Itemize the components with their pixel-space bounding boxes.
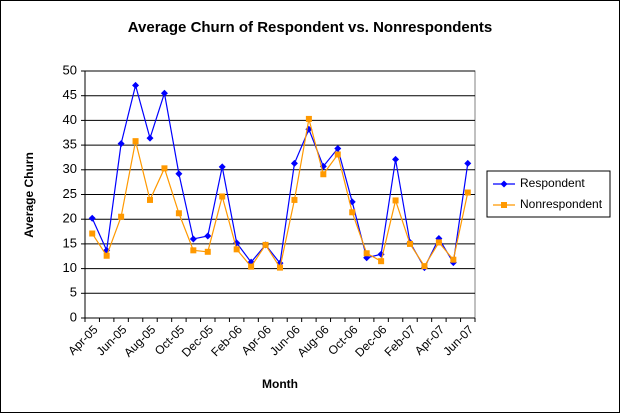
data-point xyxy=(118,213,125,220)
data-point xyxy=(290,159,298,167)
y-tick-label: 30 xyxy=(63,161,77,176)
data-point xyxy=(291,196,298,203)
y-tick-label: 5 xyxy=(70,285,77,300)
legend-box xyxy=(486,170,611,218)
data-point xyxy=(421,263,428,270)
data-point xyxy=(334,145,342,153)
y-tick-label: 45 xyxy=(63,87,77,102)
y-tick-label: 0 xyxy=(70,309,77,324)
y-axis-label: Average Churn xyxy=(22,152,36,238)
x-axis-label: Month xyxy=(262,377,298,391)
data-point xyxy=(392,197,399,204)
data-point xyxy=(248,263,255,270)
data-point xyxy=(160,89,168,97)
data-point xyxy=(407,240,413,247)
y-tick-label: 25 xyxy=(63,186,77,201)
data-point xyxy=(378,258,385,265)
data-point xyxy=(450,256,457,263)
data-point xyxy=(146,134,154,142)
data-point xyxy=(349,209,356,216)
legend-label: Respondent xyxy=(520,176,585,190)
data-point xyxy=(89,230,96,237)
y-tick-label: 15 xyxy=(63,235,77,250)
data-point xyxy=(175,210,182,217)
y-tick-label: 20 xyxy=(63,211,77,226)
data-point xyxy=(189,235,197,243)
y-tick-label: 10 xyxy=(63,260,77,275)
data-point xyxy=(161,165,168,172)
data-point xyxy=(392,155,400,163)
data-point xyxy=(132,81,140,89)
data-point xyxy=(219,193,226,200)
data-point xyxy=(117,140,125,148)
chart-title: Average Churn of Respondent vs. Nonrespo… xyxy=(128,19,493,36)
data-point xyxy=(262,241,269,248)
data-point xyxy=(204,248,211,255)
legend-label: Nonrespondent xyxy=(520,197,603,211)
data-point xyxy=(277,264,283,271)
legend-marker xyxy=(500,180,508,188)
data-point xyxy=(190,247,197,254)
data-point xyxy=(435,239,442,246)
data-point xyxy=(218,163,226,171)
y-tick-label: 35 xyxy=(63,137,77,152)
data-point xyxy=(132,138,139,145)
data-point xyxy=(204,232,212,240)
data-point xyxy=(147,196,153,203)
data-point xyxy=(103,252,110,259)
data-point xyxy=(334,151,341,158)
legend-marker xyxy=(501,202,507,208)
y-tick-label: 40 xyxy=(63,112,77,127)
data-point xyxy=(175,170,183,178)
data-point xyxy=(320,171,327,178)
data-point xyxy=(464,159,472,167)
data-point xyxy=(88,214,96,222)
data-point xyxy=(233,246,240,253)
data-point xyxy=(464,189,471,196)
data-point xyxy=(305,115,312,122)
data-point xyxy=(363,250,370,257)
y-tick-label: 50 xyxy=(63,62,77,77)
